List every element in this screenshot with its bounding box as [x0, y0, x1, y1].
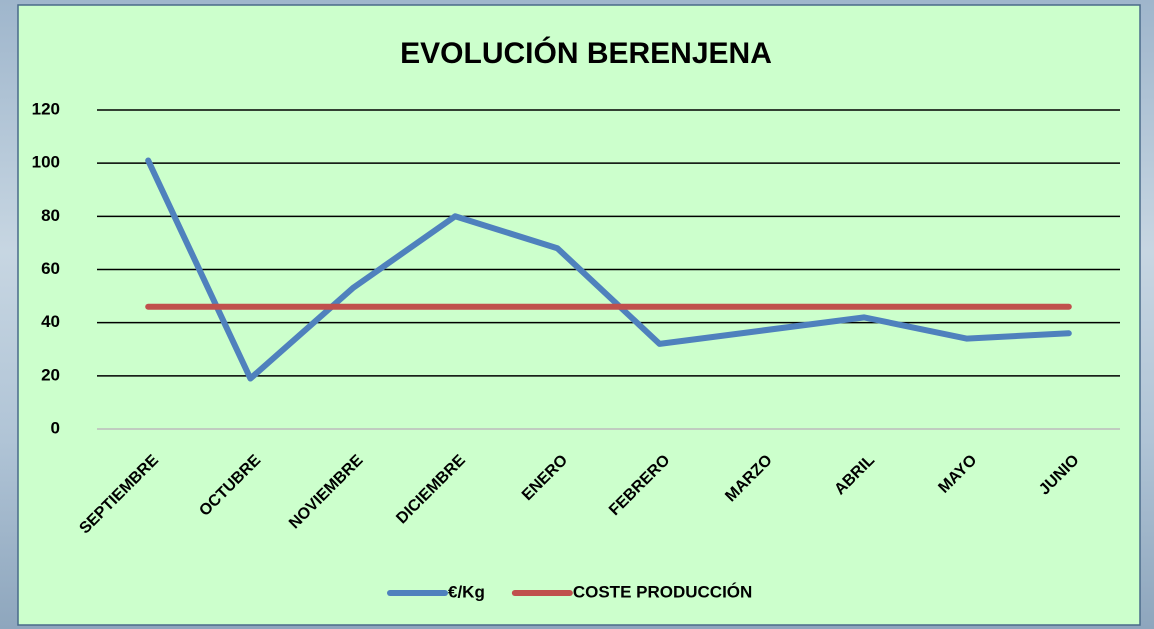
y-tick-label: 80: [41, 206, 60, 225]
y-tick-label: 0: [51, 418, 60, 437]
legend-label: COSTE PRODUCCIÓN: [573, 582, 752, 601]
y-tick-label: 40: [41, 312, 60, 331]
y-tick-label: 20: [41, 365, 60, 384]
legend-label: €/Kg: [448, 582, 485, 601]
chart-title: EVOLUCIÓN BERENJENA: [400, 36, 772, 70]
chart-area: [18, 5, 1140, 625]
y-tick-label: 60: [41, 259, 60, 278]
chart: EVOLUCIÓN BERENJENA 020406080100120SEPTI…: [0, 0, 1154, 629]
y-tick-label: 120: [32, 99, 60, 118]
y-tick-label: 100: [32, 153, 60, 172]
